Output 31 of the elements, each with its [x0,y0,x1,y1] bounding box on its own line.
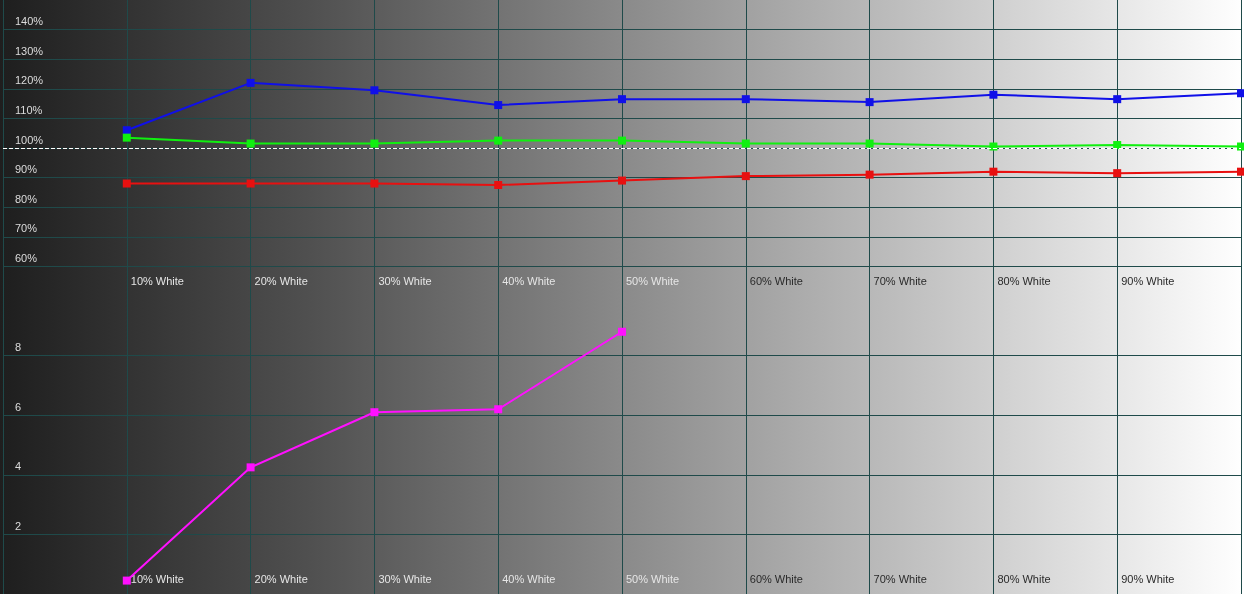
x-tick-label: 50% White [626,274,680,287]
x-tick-label: 10% White [130,274,184,287]
x-tick-label: 60% White [749,274,803,287]
y-tick-label: 8 [15,341,22,354]
y-tick-label: 80% [15,192,38,205]
x-tick-label: 50% White [626,572,680,585]
y-tick-label: 130% [15,44,44,57]
x-tick-label: 60% White [749,572,803,585]
y-tick-label: 6 [15,400,22,413]
x-tick-label: 30% White [378,572,432,585]
x-tick-label: 80% White [997,572,1051,585]
y-tick-label: 4 [15,460,22,473]
x-tick-label: 80% White [997,274,1051,287]
x-tick-label: 90% White [1121,572,1175,585]
x-tick-label: 70% White [873,274,927,287]
y-tick-label: 120% [15,74,44,87]
x-tick-label: 30% White [378,274,432,287]
x-tick-label: 10% White [130,572,184,585]
y-tick-label: 2 [15,519,22,532]
x-tick-label: 20% White [254,274,308,287]
y-tick-label: 60% [15,251,38,264]
x-tick-label: 90% White [1121,274,1175,287]
x-tick-label: 40% White [502,274,556,287]
y-tick-label: 70% [15,222,38,235]
y-tick-label: 140% [15,15,44,28]
x-tick-label: 20% White [254,572,308,585]
x-tick-label: 70% White [873,572,927,585]
y-tick-label: 90% [15,163,38,176]
y-tick-label: 100% [15,133,44,146]
y-tick-label: 110% [15,103,43,116]
x-tick-label: 40% White [502,572,556,585]
